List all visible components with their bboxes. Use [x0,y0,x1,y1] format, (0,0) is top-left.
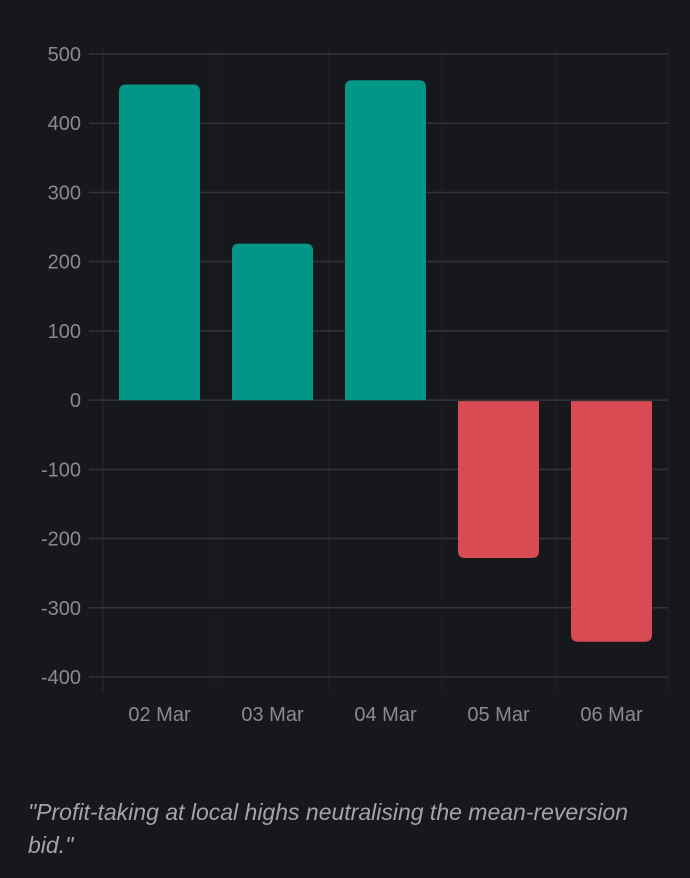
y-axis: 500 400 300 200 100 0 -100 -200 -300 -400 [41,44,81,689]
y-tick-label: 500 [48,44,81,66]
bar-04-mar [345,80,426,401]
y-tick-label: 100 [48,321,81,343]
y-tick-label: -400 [41,667,81,689]
x-tick-label: 04 Mar [354,704,417,726]
y-tick-label: -100 [41,459,81,481]
y-tick-label: 200 [48,252,81,274]
bar-06-mar [571,401,652,642]
x-axis: 02 Mar 03 Mar 04 Mar 05 Mar 06 Mar [128,704,643,726]
y-tick-label: 0 [70,390,81,412]
bar-02-mar [119,84,200,401]
y-tick-label: 300 [48,182,81,204]
bar-03-mar [232,243,313,401]
bars [119,80,652,642]
x-tick-label: 02 Mar [128,704,191,726]
y-tick-label: -300 [41,598,81,620]
x-tick-label: 05 Mar [467,704,530,726]
y-tick-label: -200 [41,529,81,551]
x-tick-label: 03 Mar [241,704,304,726]
x-tick-label: 06 Mar [580,704,643,726]
chart-caption: "Profit-taking at local highs neutralisi… [28,799,629,858]
bar-05-mar [458,401,539,558]
y-tick-label: 400 [48,113,81,135]
